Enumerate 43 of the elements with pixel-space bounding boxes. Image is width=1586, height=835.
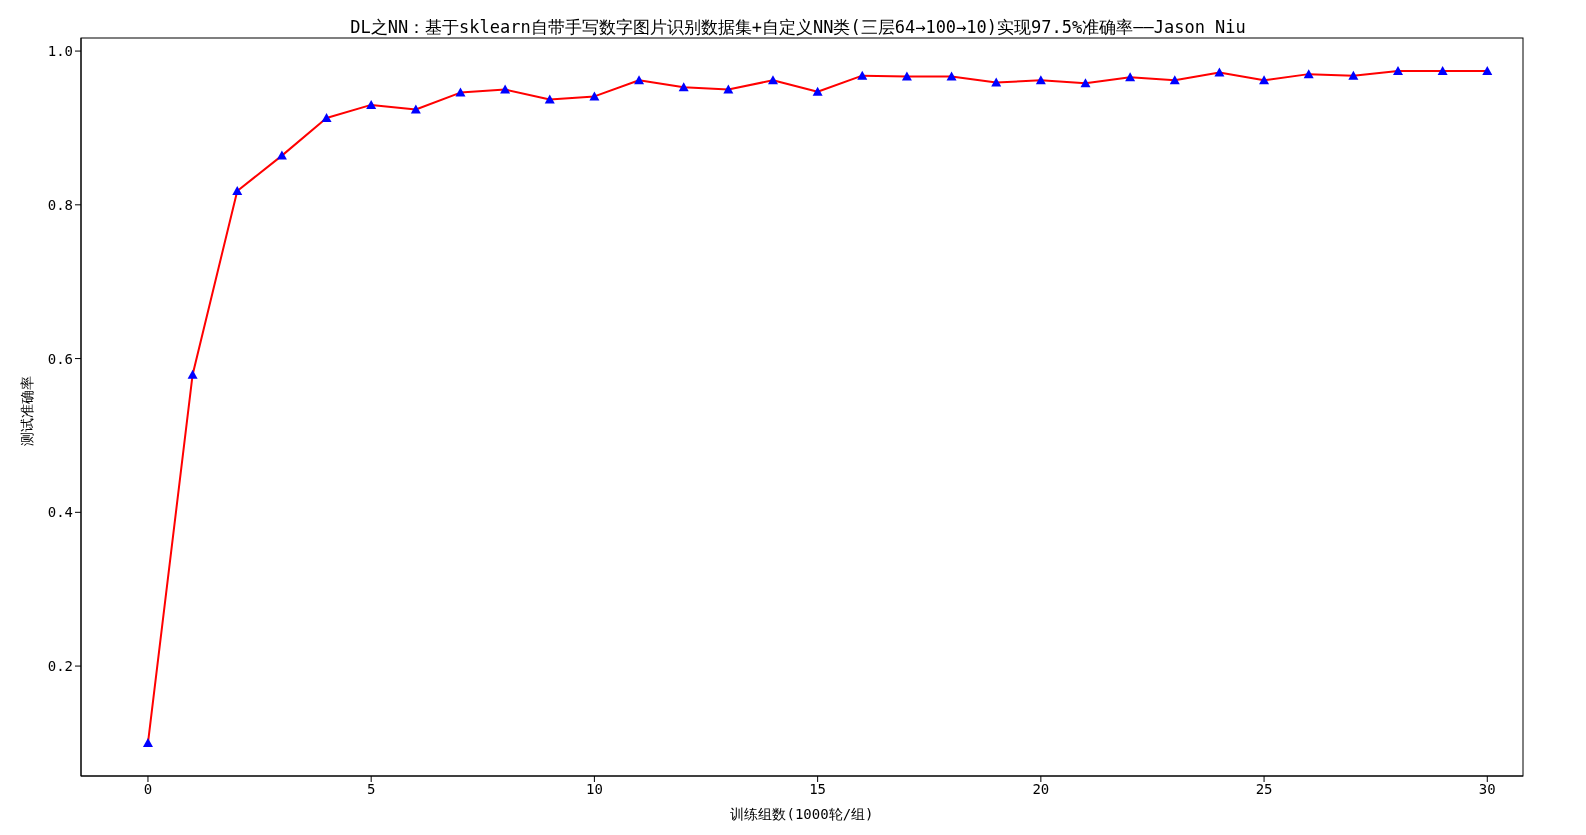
x-tick-label: 30 <box>1478 780 1496 797</box>
point <box>1348 70 1359 80</box>
point <box>1303 69 1314 79</box>
y-tick-label: 1.0 <box>47 43 73 60</box>
point <box>232 185 243 195</box>
point <box>1259 75 1270 85</box>
x-tick-label: 0 <box>143 780 153 797</box>
point <box>1482 66 1493 76</box>
point <box>321 112 332 122</box>
point <box>767 75 778 85</box>
point <box>1393 66 1403 76</box>
x-tick-label: 25 <box>1255 780 1273 797</box>
point <box>857 70 868 80</box>
y-tick-label: 0.4 <box>47 504 73 521</box>
point <box>276 150 287 160</box>
x-tick-label: 10 <box>585 780 603 797</box>
point <box>544 94 555 104</box>
y-axis-title: 测试准确率 <box>19 376 36 446</box>
x-axis-title: 训练组数(1000轮/组) <box>729 806 875 824</box>
y-tick-label: 0.8 <box>47 196 73 213</box>
point <box>500 84 511 94</box>
point <box>1437 66 1448 76</box>
y-tick-label: 0.6 <box>47 350 73 367</box>
point <box>187 369 198 379</box>
x-tick-label: 5 <box>366 780 376 797</box>
point <box>1125 72 1136 82</box>
y-tick-label: 0.2 <box>47 658 73 675</box>
point <box>1035 75 1046 85</box>
point <box>1080 78 1091 88</box>
point <box>589 91 600 101</box>
point <box>1214 67 1225 77</box>
point <box>723 84 734 94</box>
point <box>142 737 153 747</box>
x-tick-label: 15 <box>809 780 827 797</box>
point <box>678 82 689 92</box>
point <box>1169 75 1180 85</box>
point <box>366 99 377 109</box>
point <box>991 77 1002 87</box>
chart-title: DL之NN：基于sklearn自带手写数字图片识别数据集+自定义NN类(三层64→100→10)实现97.5%准确率——Jason Niu <box>349 16 1247 39</box>
point <box>812 86 823 96</box>
point <box>455 87 466 97</box>
point <box>634 75 645 85</box>
x-tick-label: 20 <box>1032 780 1050 797</box>
